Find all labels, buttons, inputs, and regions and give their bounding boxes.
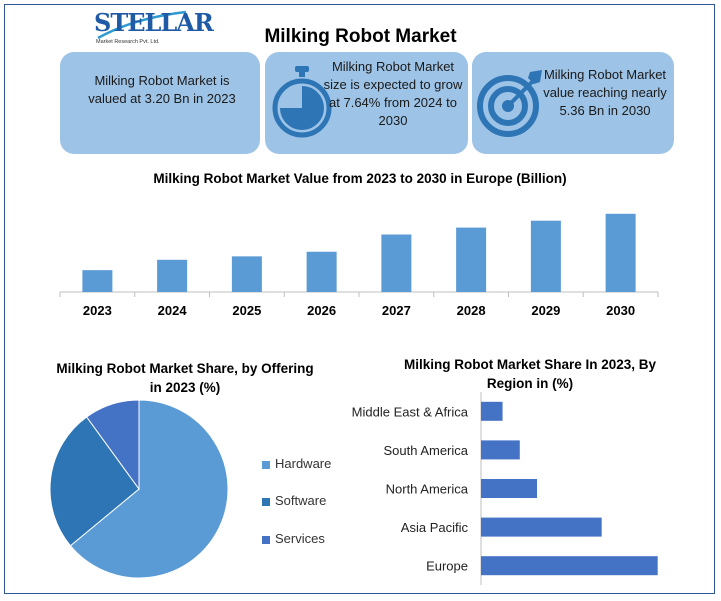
stat-card-valuation: Milking Robot Market is valued at 3.20 B…	[60, 52, 260, 154]
legend-hardware-swatch	[262, 460, 270, 469]
hbar-y-label: South America	[383, 443, 468, 458]
logo-tagline: Market Research Pvt. Ltd.	[96, 39, 160, 45]
legend-hardware: Hardware	[262, 456, 331, 471]
bar-x-label: 2023	[83, 303, 112, 318]
bar-2027	[381, 234, 412, 292]
legend-software-swatch	[262, 497, 270, 506]
bar-2023	[82, 270, 113, 292]
hbar-europe	[481, 556, 658, 576]
logo-swoosh-icon	[97, 10, 187, 40]
hbar-asia-pacific	[481, 517, 602, 537]
logo-name: STELLAR	[94, 8, 214, 37]
legend-services-label: Services	[275, 531, 325, 546]
bar-2025	[231, 256, 262, 292]
logo: STELLAR Market Research Pvt. Ltd.	[94, 8, 214, 52]
stat-card-forecast: Milking Robot Market value reaching near…	[472, 52, 674, 154]
stat-card-forecast-text: Milking Robot Market value reaching near…	[543, 67, 667, 118]
bar-x-label: 2027	[382, 303, 411, 318]
hbar-y-label: Middle East & Africa	[352, 404, 469, 419]
hbar-y-label: Asia Pacific	[401, 520, 469, 535]
infographic-frame	[4, 4, 715, 594]
hbar-north-america	[481, 479, 538, 498]
pie-slice-software	[49, 416, 140, 547]
stat-card-growth: Milking Robot Market size is expected to…	[265, 52, 468, 154]
stat-card-valuation-text: Milking Robot Market is valued at 3.20 B…	[88, 73, 236, 106]
bar-2026	[306, 251, 337, 292]
target-icon	[477, 70, 542, 137]
hbar-south-america	[481, 440, 520, 460]
bar-chart-title: Milking Robot Market Value from 2023 to …	[153, 171, 567, 186]
hbar-chart-title: Milking Robot Market Share In 2023, By R…	[403, 357, 657, 391]
hbar-chart-region: Middle East & Africa South America North A…	[352, 392, 658, 585]
pie-slice-services	[85, 399, 140, 491]
hbar-y-label: Europe	[426, 559, 468, 574]
legend-services-swatch	[262, 535, 270, 544]
bar-x-label: 2026	[307, 303, 336, 318]
hbar-middle-east-africa	[481, 401, 503, 421]
hbar-y-label: North America	[386, 482, 469, 497]
bar-chart-europe: 2023 2024 2025 2026 2027 2028 2029 2030	[59, 213, 659, 318]
bar-x-label: 2028	[457, 303, 486, 318]
pie-chart-title: Milking Robot Market Share, by Offering …	[56, 361, 314, 395]
bar-2029	[530, 220, 561, 292]
bar-x-label: 2025	[232, 303, 261, 318]
stopwatch-icon	[272, 66, 332, 138]
pie-slice-hardware	[69, 399, 229, 579]
legend-software: Software	[262, 493, 326, 508]
bar-2030	[605, 213, 636, 292]
pie-chart-offering	[49, 399, 229, 579]
bar-x-label: 2024	[158, 303, 188, 318]
legend-software-label: Software	[275, 493, 327, 508]
bar-x-label: 2029	[531, 303, 560, 318]
page-title: Milking Robot Market	[264, 26, 457, 47]
legend-hardware-label: Hardware	[275, 456, 332, 471]
bar-x-label: 2030	[606, 303, 635, 318]
bar-2028	[456, 227, 487, 292]
stat-card-growth-text: Milking Robot Market size is expected to…	[323, 59, 463, 128]
legend-services: Services	[262, 531, 325, 546]
bar-2024	[157, 259, 188, 292]
